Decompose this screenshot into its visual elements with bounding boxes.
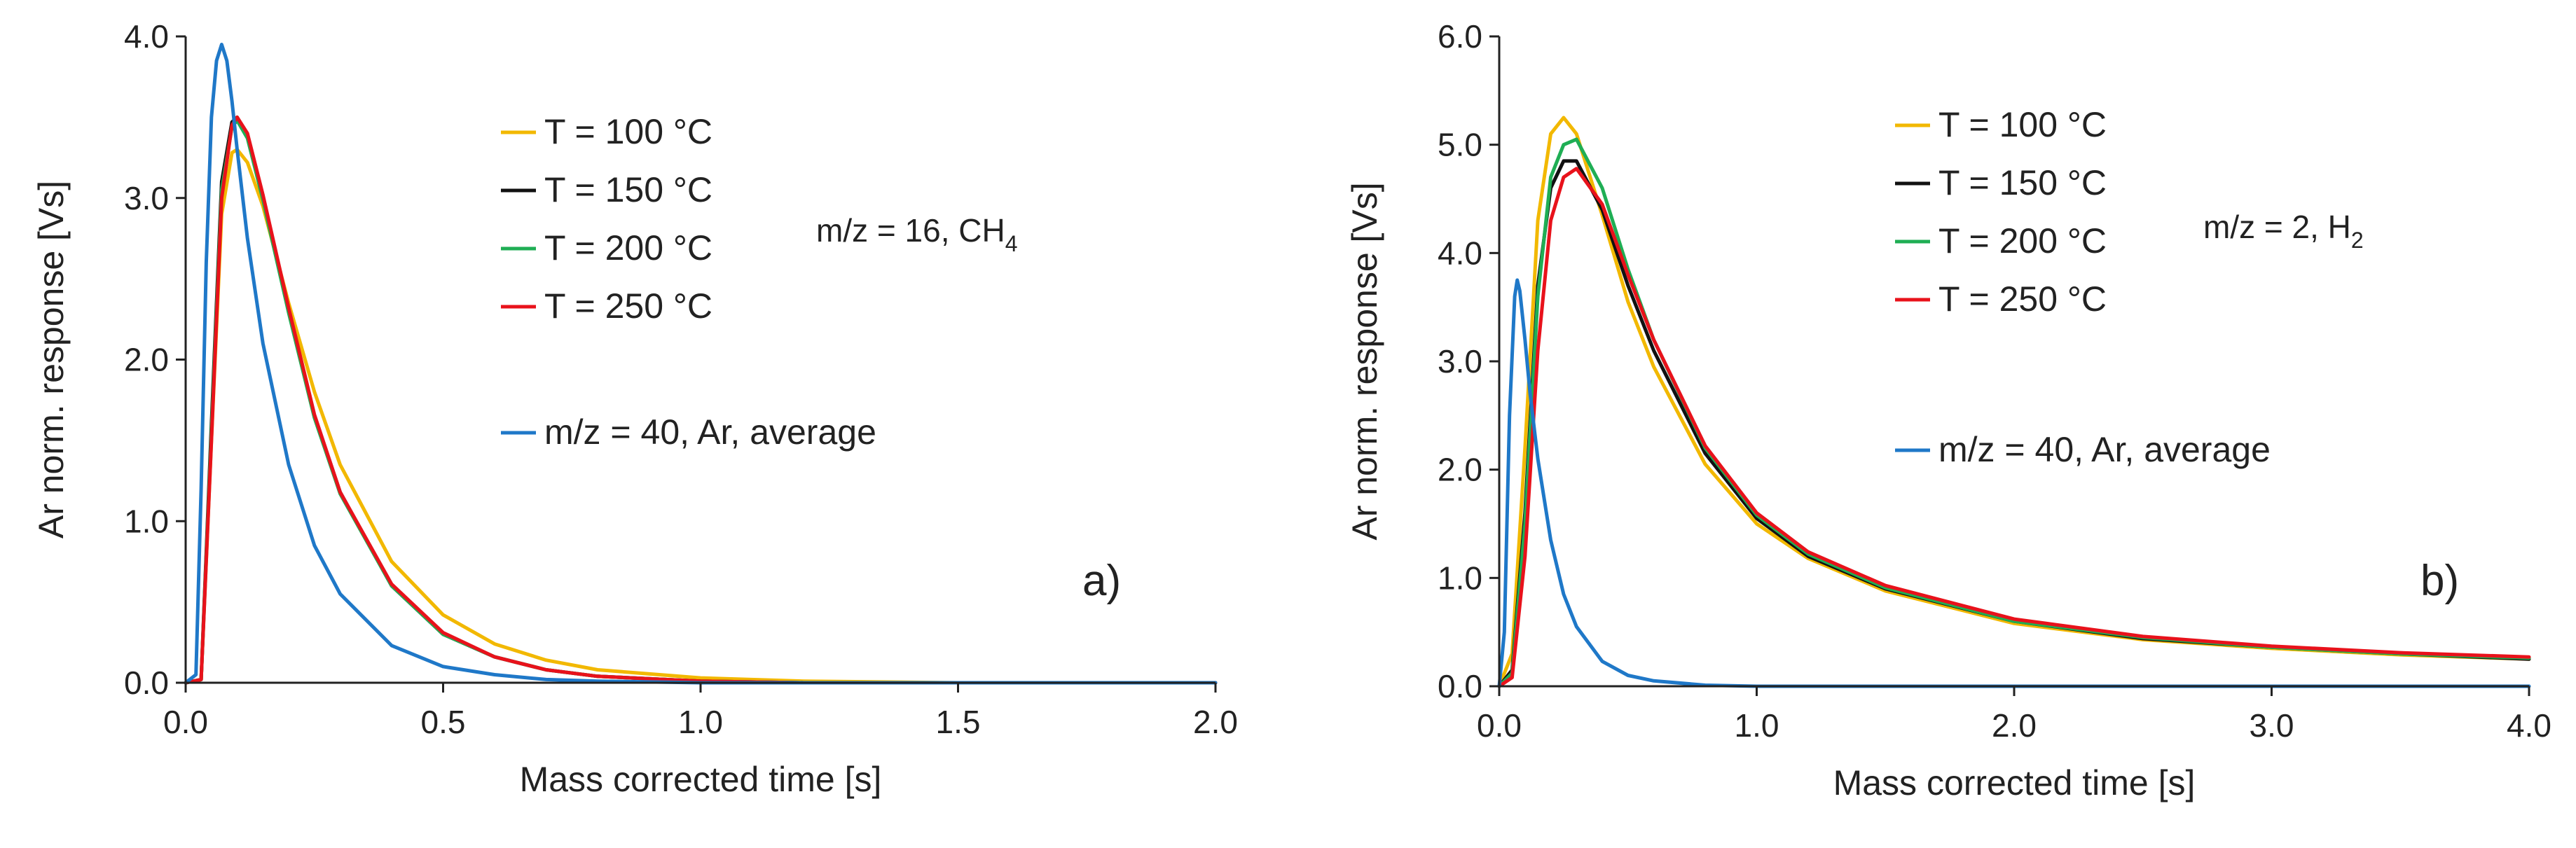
legend-label: T = 100 °C	[1938, 105, 2107, 144]
x-tick-label: 0.0	[163, 704, 208, 740]
x-tick-label: 4.0	[2507, 707, 2551, 744]
legend-label: T = 150 °C	[544, 170, 712, 209]
x-tick-label: 2.0	[1193, 704, 1238, 740]
y-tick-label: 5.0	[1438, 127, 1482, 163]
annotation-text: m/z = 2, H	[2203, 209, 2351, 245]
legend-label: T = 200 °C	[544, 228, 712, 267]
y-tick-label: 3.0	[1438, 343, 1482, 380]
x-tick-label: 0.5	[421, 704, 466, 740]
series-line-1	[1497, 116, 2531, 688]
y-tick-label: 4.0	[124, 18, 169, 55]
species-annotation: m/z = 16, CH4	[816, 212, 1018, 256]
x-tick-label: 2.0	[1992, 707, 2037, 744]
legend-label: T = 200 °C	[1938, 221, 2107, 260]
x-tick-label: 1.5	[936, 704, 981, 740]
annotation-text: m/z = 16, CH	[816, 212, 1005, 249]
legend-label: m/z = 40, Ar, average	[1938, 430, 2271, 469]
annotation-subscript: 2	[2351, 228, 2364, 253]
legend-label: T = 100 °C	[544, 112, 712, 151]
annotation-subscript: 4	[1005, 231, 1018, 256]
x-tick-label: 0.0	[1477, 707, 1522, 744]
chart-panel-1: 0.0 1.0 2.0 3.0 4.0 0.0 0.5 1.0 1.5 2.0 Mass corre…	[32, 18, 1238, 799]
y-tick-label: 1.0	[1438, 559, 1482, 596]
series-line-1	[184, 148, 1218, 685]
panel-label: a)	[1082, 557, 1121, 605]
x-tick-label: 3.0	[2250, 707, 2294, 744]
y-tick-label: 1.0	[124, 503, 169, 539]
y-tick-label: 0.0	[1438, 668, 1482, 704]
y-axis-title: Ar norm. response [Vs]	[32, 181, 71, 538]
legend-label: T = 150 °C	[1938, 163, 2107, 202]
y-tick-label: 6.0	[1438, 18, 1482, 55]
legend-label: m/z = 40, Ar, average	[544, 412, 876, 452]
legend: T = 100 °C T = 150 °C T = 200 °C T = 250 °C…	[501, 112, 876, 452]
series-line-4	[184, 115, 1218, 685]
x-tick-label: 1.0	[678, 704, 723, 740]
y-tick-label: 0.0	[124, 665, 169, 701]
y-tick-label: 4.0	[1438, 235, 1482, 271]
x-tick-label: 1.0	[1735, 707, 1779, 744]
y-tick-label: 2.0	[1438, 452, 1482, 488]
chart-panel-2: 0.0 1.0 2.0 3.0 4.0 5.0 6.0 0.0 1.0 2.0 3.0 4.0 Mass…	[1345, 18, 2551, 802]
y-axis-title: Ar norm. response [Vs]	[1345, 182, 1384, 540]
y-tick-label: 3.0	[124, 180, 169, 216]
legend-label: T = 250 °C	[1938, 279, 2107, 319]
y-tick-label: 2.0	[124, 342, 169, 378]
series-line-5	[184, 43, 1218, 685]
legend-label: T = 250 °C	[544, 286, 712, 326]
legend: T = 100 °C T = 150 °C T = 200 °C T = 250 °C…	[1895, 105, 2271, 469]
x-axis-title: Mass corrected time [s]	[1833, 763, 2196, 802]
x-axis-title: Mass corrected time [s]	[520, 760, 882, 799]
series-line-4	[1497, 167, 2531, 688]
panel-label: b)	[2420, 557, 2459, 605]
species-annotation: m/z = 2, H2	[2203, 209, 2364, 253]
